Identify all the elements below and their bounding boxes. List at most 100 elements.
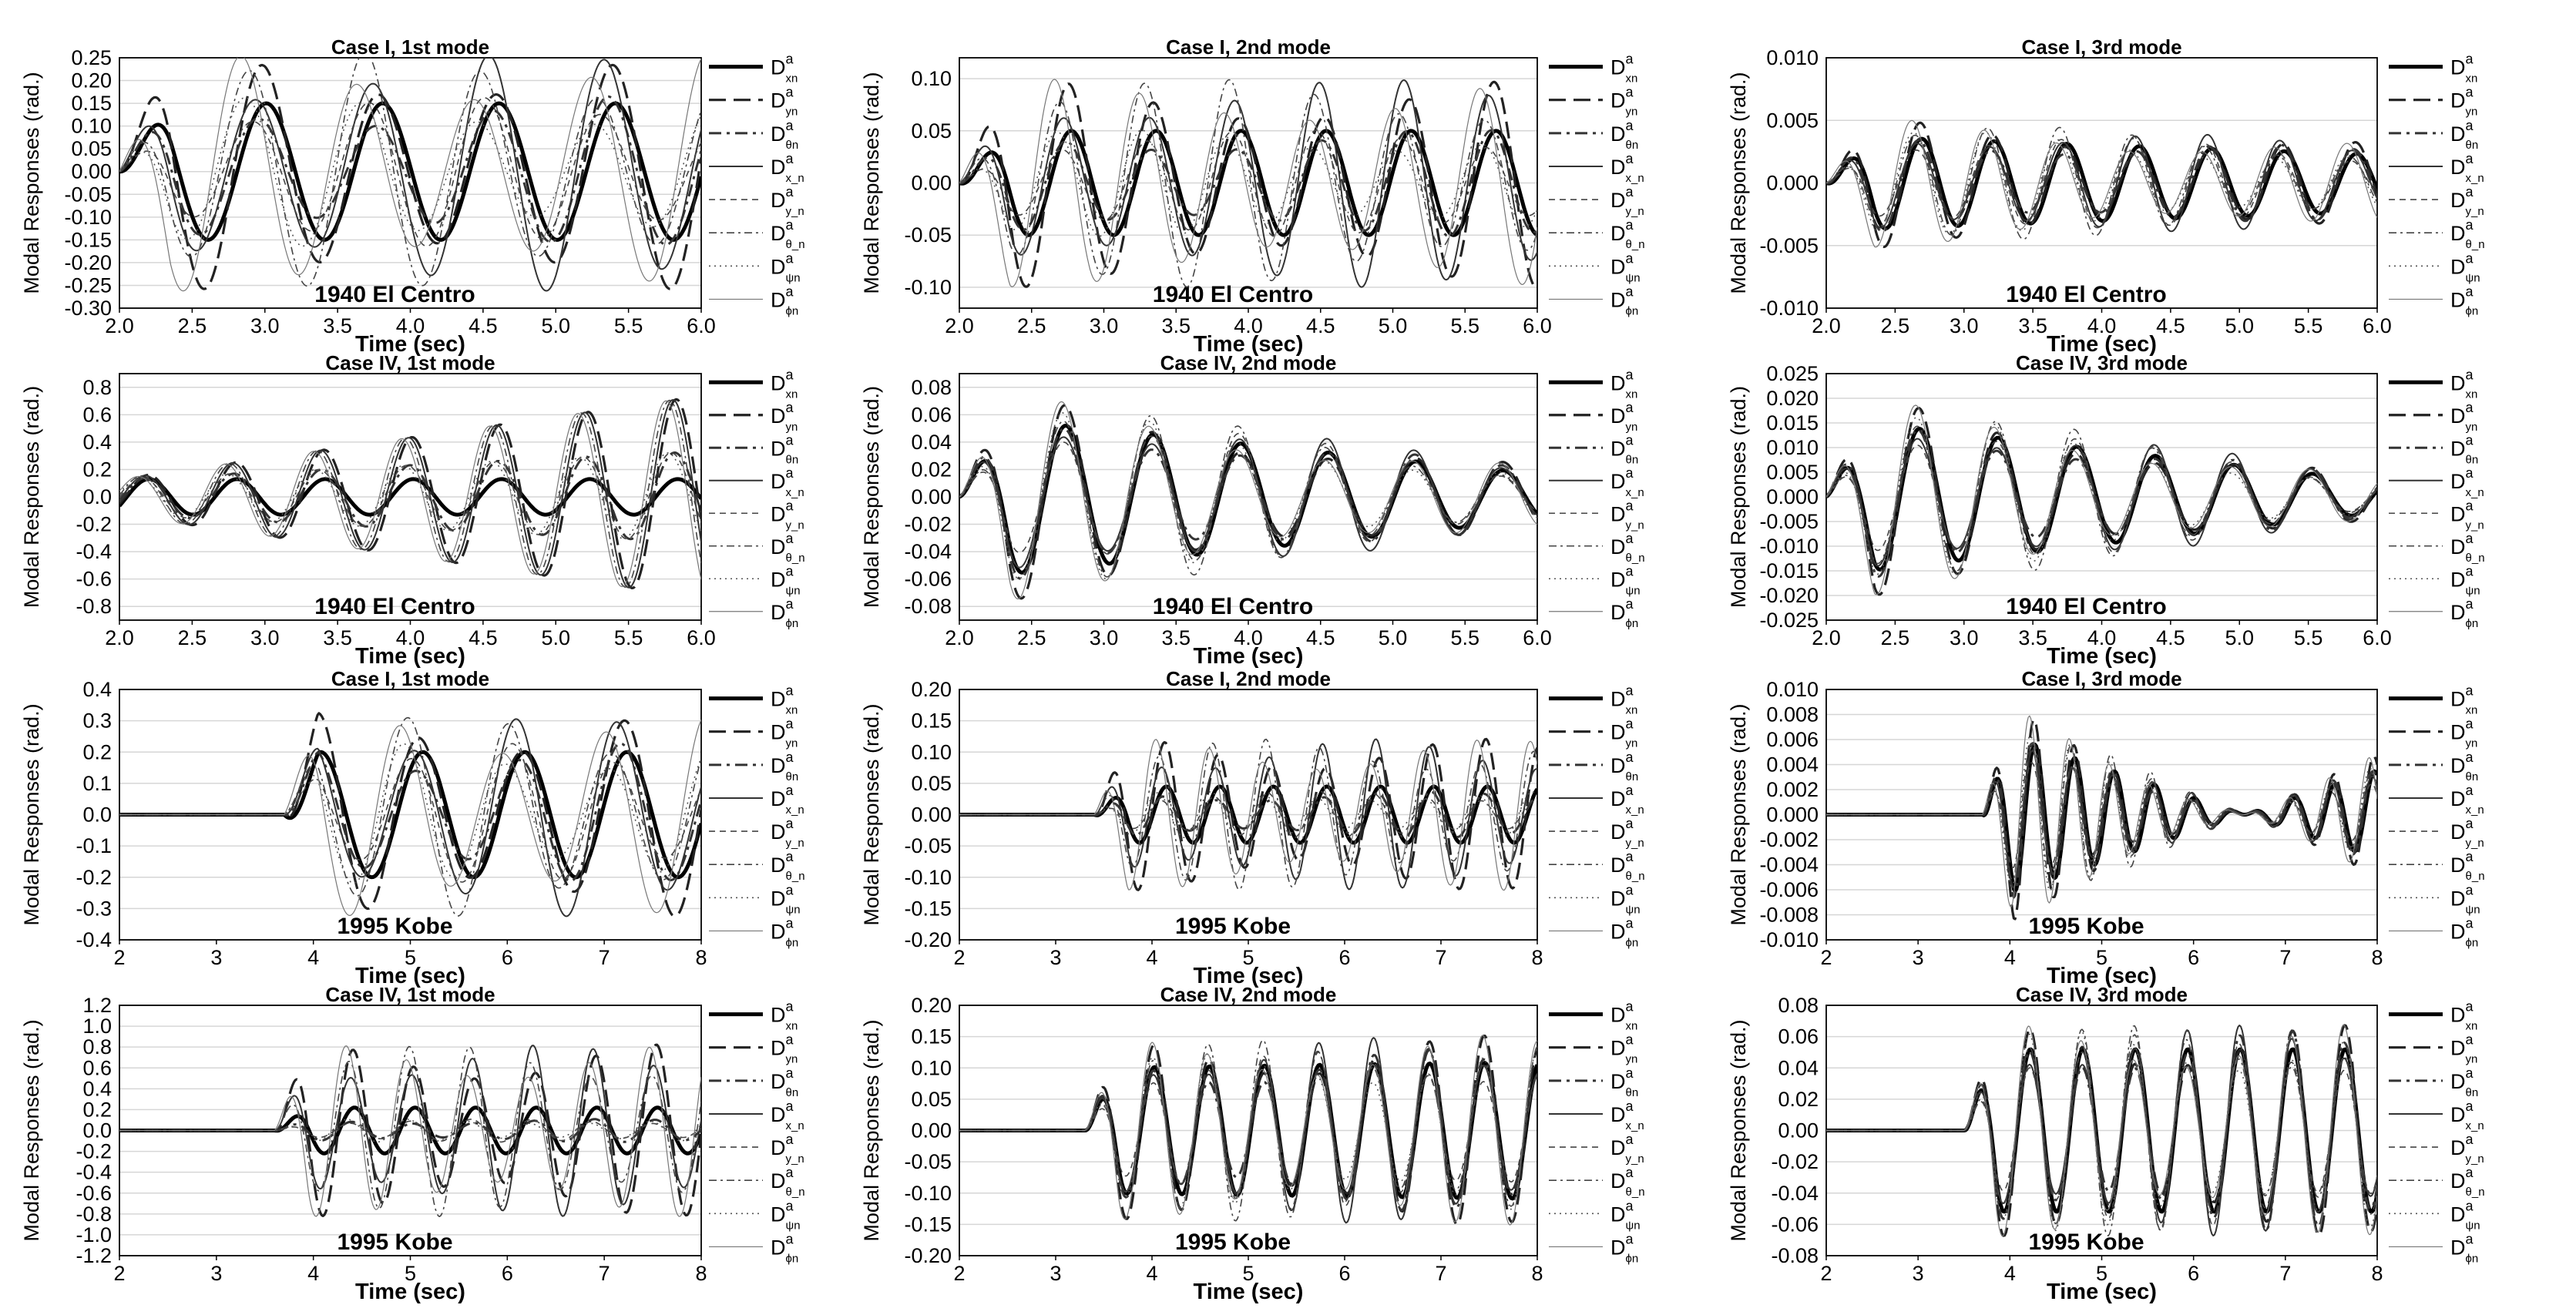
series-line-y_n — [119, 1119, 701, 1143]
y-tick-label: -0.004 — [1759, 854, 1819, 877]
y-tick-label: -0.25 — [64, 273, 112, 297]
legend-sub: ψn — [786, 584, 801, 597]
y-tick-label: -0.10 — [904, 276, 952, 299]
x-tick-label: 4 — [2004, 1262, 2016, 1285]
legend-sup: a — [2466, 465, 2474, 481]
legend-sub: yn — [2466, 737, 2478, 750]
y-tick-label: 0.00 — [911, 172, 952, 195]
x-axis-label: Time (sec) — [2047, 644, 2157, 669]
y-tick-label: 0.005 — [1766, 109, 1819, 132]
y-tick-label: -0.005 — [1759, 510, 1819, 533]
legend-sub: x_n — [2466, 172, 2484, 185]
y-tick-label: 0.002 — [1766, 778, 1819, 801]
legend-label: Da ψn — [2450, 882, 2480, 916]
series-line-yn — [1826, 121, 2377, 249]
legend-label: Da ψn — [2450, 1198, 2480, 1232]
legend-sup: a — [786, 432, 794, 448]
x-tick-label: 7 — [599, 946, 610, 969]
x-tick-label: 4.5 — [469, 314, 498, 337]
y-tick-label: -0.08 — [904, 595, 952, 618]
legend-label: Da θn — [1610, 750, 1638, 783]
x-tick-label: 2.5 — [1881, 314, 1910, 337]
series-line-ψn — [119, 452, 701, 540]
y-tick-label: 0.10 — [911, 740, 952, 763]
y-tick-label: 0.006 — [1766, 728, 1819, 751]
legend-sub: yn — [1626, 1053, 1638, 1066]
legend-label: Da θ_n — [771, 531, 805, 565]
chart-panel: 1.21.00.80.60.40.20.0-0.2-0.4-0.6-0.8-1.… — [20, 983, 805, 1304]
chart-title: Case I, 2nd mode — [1166, 667, 1331, 690]
legend-sup: a — [786, 596, 794, 612]
x-tick-label: 5.0 — [541, 314, 570, 337]
y-axis-label: Modal Responses (rad.) — [20, 72, 43, 294]
legend-sub: θn — [1626, 139, 1639, 152]
legend-sup: a — [786, 999, 794, 1015]
legend-label: Da ϕn — [2450, 283, 2478, 317]
legend-sub: y_n — [2466, 518, 2484, 532]
series-line-θ_n — [959, 414, 1537, 578]
series-line-ϕn — [119, 400, 701, 588]
y-tick-label: -0.02 — [1771, 1150, 1819, 1173]
legend-sup: a — [786, 750, 794, 765]
x-tick-label: 3.5 — [1161, 314, 1191, 337]
y-tick-label: -0.06 — [1771, 1213, 1819, 1236]
earthquake-label: 1940 El Centro — [314, 282, 475, 307]
y-tick-label: 0.00 — [911, 1119, 952, 1142]
legend-label: Da xn — [2450, 999, 2477, 1033]
legend-sup: a — [1626, 465, 1634, 481]
series-line-ϕn — [959, 1035, 1537, 1226]
x-tick-label: 8 — [1531, 1262, 1543, 1285]
legend-label: Da y_n — [2450, 498, 2484, 532]
x-axis-label: Time (sec) — [2047, 1280, 2157, 1304]
earthquake-label: 1995 Kobe — [1175, 1229, 1291, 1255]
series-line-ϕn — [1826, 715, 2377, 907]
y-tick-label: -0.6 — [76, 1182, 112, 1205]
x-tick-label: 6.0 — [2363, 626, 2392, 649]
x-tick-label: 5 — [405, 946, 416, 969]
legend-sub: xn — [1626, 1020, 1638, 1033]
x-tick-label: 6 — [2188, 1262, 2199, 1285]
y-axis-label: Modal Responses (rad.) — [1727, 72, 1750, 294]
x-tick-label: 4.0 — [2087, 314, 2117, 337]
x-axis-label: Time (sec) — [2047, 964, 2157, 988]
series-group — [119, 58, 701, 292]
chart-panel: 0.8 0.6 0.4 0.2 0.0 -0.2 -0.4 -0.6 -0.8 2.0 2.5 3.0… — [20, 351, 805, 669]
series-line-θ_n — [119, 399, 701, 588]
x-tick-label: 4.0 — [396, 314, 425, 337]
series-line-y_n — [119, 743, 701, 883]
series-line-y_n — [959, 432, 1537, 562]
legend-sub: yn — [2466, 421, 2478, 434]
legend-sup: a — [2466, 531, 2474, 546]
legend-sub: xn — [786, 387, 798, 401]
y-tick-label: -0.20 — [904, 928, 952, 951]
series-line-θ_n — [119, 1045, 701, 1217]
legend-label: Da ϕn — [771, 596, 798, 630]
chart-title: Case I, 1st mode — [331, 35, 489, 59]
y-tick-label: 0.05 — [911, 119, 952, 143]
x-tick-label: 6 — [1338, 946, 1350, 969]
legend-sub: θ_n — [1626, 1186, 1645, 1199]
legend-sub: xn — [1626, 387, 1638, 401]
legend-sub: ϕn — [2466, 617, 2479, 630]
x-tick-label: 7 — [599, 1262, 610, 1285]
legend-sup: a — [2466, 596, 2474, 612]
legend-sup: a — [1626, 217, 1634, 233]
series-group — [1826, 119, 2377, 249]
x-tick-label: 4.5 — [1306, 314, 1335, 337]
legend-sup: a — [2466, 217, 2474, 233]
x-tick-label: 5.0 — [2225, 626, 2254, 649]
legend-sub: y_n — [786, 518, 804, 532]
chart-panel: 0.250.200.150.100.050.00-0.05-0.10-0.15-… — [20, 35, 805, 357]
x-axis-label: Time (sec) — [1194, 644, 1304, 669]
legend-sub: y_n — [2466, 837, 2484, 850]
x-tick-label: 5.5 — [1450, 314, 1479, 337]
legend-label: Da x_n — [2450, 151, 2484, 185]
series-line-θn — [119, 95, 701, 246]
legend-label: Da θ_n — [1610, 531, 1645, 565]
x-tick-label: 4.5 — [469, 626, 498, 649]
y-axis-label: Modal Responses (rad.) — [860, 703, 883, 925]
